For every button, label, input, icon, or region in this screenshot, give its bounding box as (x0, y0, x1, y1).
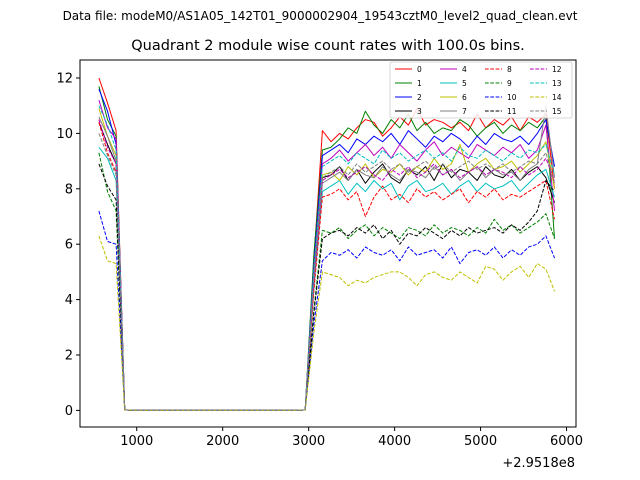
x-tick-label: 6000 (550, 434, 583, 449)
y-tick-label: 8 (65, 182, 73, 197)
x-tick-label: 4000 (378, 434, 411, 449)
figure-suptitle: Data file: modeM0/AS1A05_142T01_90000029… (63, 9, 578, 23)
legend-label-1: 1 (417, 79, 422, 88)
y-tick-label: 6 (65, 238, 73, 253)
legend-label-5: 5 (462, 79, 467, 88)
legend-label-6: 6 (462, 93, 467, 102)
series-line-13 (98, 105, 555, 411)
x-tick-label: 5000 (464, 434, 497, 449)
series-line-11 (98, 163, 555, 411)
legend-label-12: 12 (552, 65, 562, 74)
series-line-9 (98, 152, 555, 411)
legend-label-10: 10 (507, 93, 517, 102)
y-tick-label: 10 (56, 127, 73, 142)
series-line-15 (98, 133, 555, 411)
legend-label-3: 3 (417, 107, 422, 116)
legend-label-14: 14 (552, 93, 562, 102)
series-line-14 (98, 235, 555, 411)
series-line-5 (98, 146, 555, 411)
x-tick-label: 3000 (292, 434, 325, 449)
legend-label-11: 11 (507, 107, 517, 116)
chart-title: Quadrant 2 module wise count rates with … (131, 38, 525, 54)
legend-label-2: 2 (417, 93, 422, 102)
y-tick-label: 12 (56, 72, 73, 87)
series-line-12 (98, 119, 555, 411)
x-tick-label: 2000 (206, 434, 239, 449)
legend-label-15: 15 (552, 107, 562, 116)
legend-label-13: 13 (552, 79, 562, 88)
x-offset-label: +2.9518e8 (502, 456, 575, 471)
axes-frame (79, 59, 577, 428)
series-line-6 (98, 108, 556, 411)
series-line-8 (98, 122, 555, 411)
legend-label-7: 7 (462, 107, 467, 116)
series-line-4 (98, 100, 556, 411)
y-tick-label: 4 (65, 293, 73, 308)
x-tick-label: 1000 (120, 434, 153, 449)
legend-label-0: 0 (417, 65, 422, 74)
series-line-1 (98, 86, 556, 411)
series-line-7 (98, 105, 556, 411)
legend-box (389, 61, 573, 119)
legend-label-9: 9 (507, 79, 512, 88)
series-line-10 (98, 210, 555, 411)
series-line-3 (98, 122, 555, 411)
legend-label-4: 4 (462, 65, 467, 74)
plot-area: 1000 2000 3000 4000 5000 60000246810120123456… (56, 59, 583, 449)
legend-label-8: 8 (507, 65, 512, 74)
y-tick-label: 2 (65, 348, 73, 363)
series-line-2 (98, 88, 556, 411)
y-tick-label: 0 (65, 404, 73, 419)
